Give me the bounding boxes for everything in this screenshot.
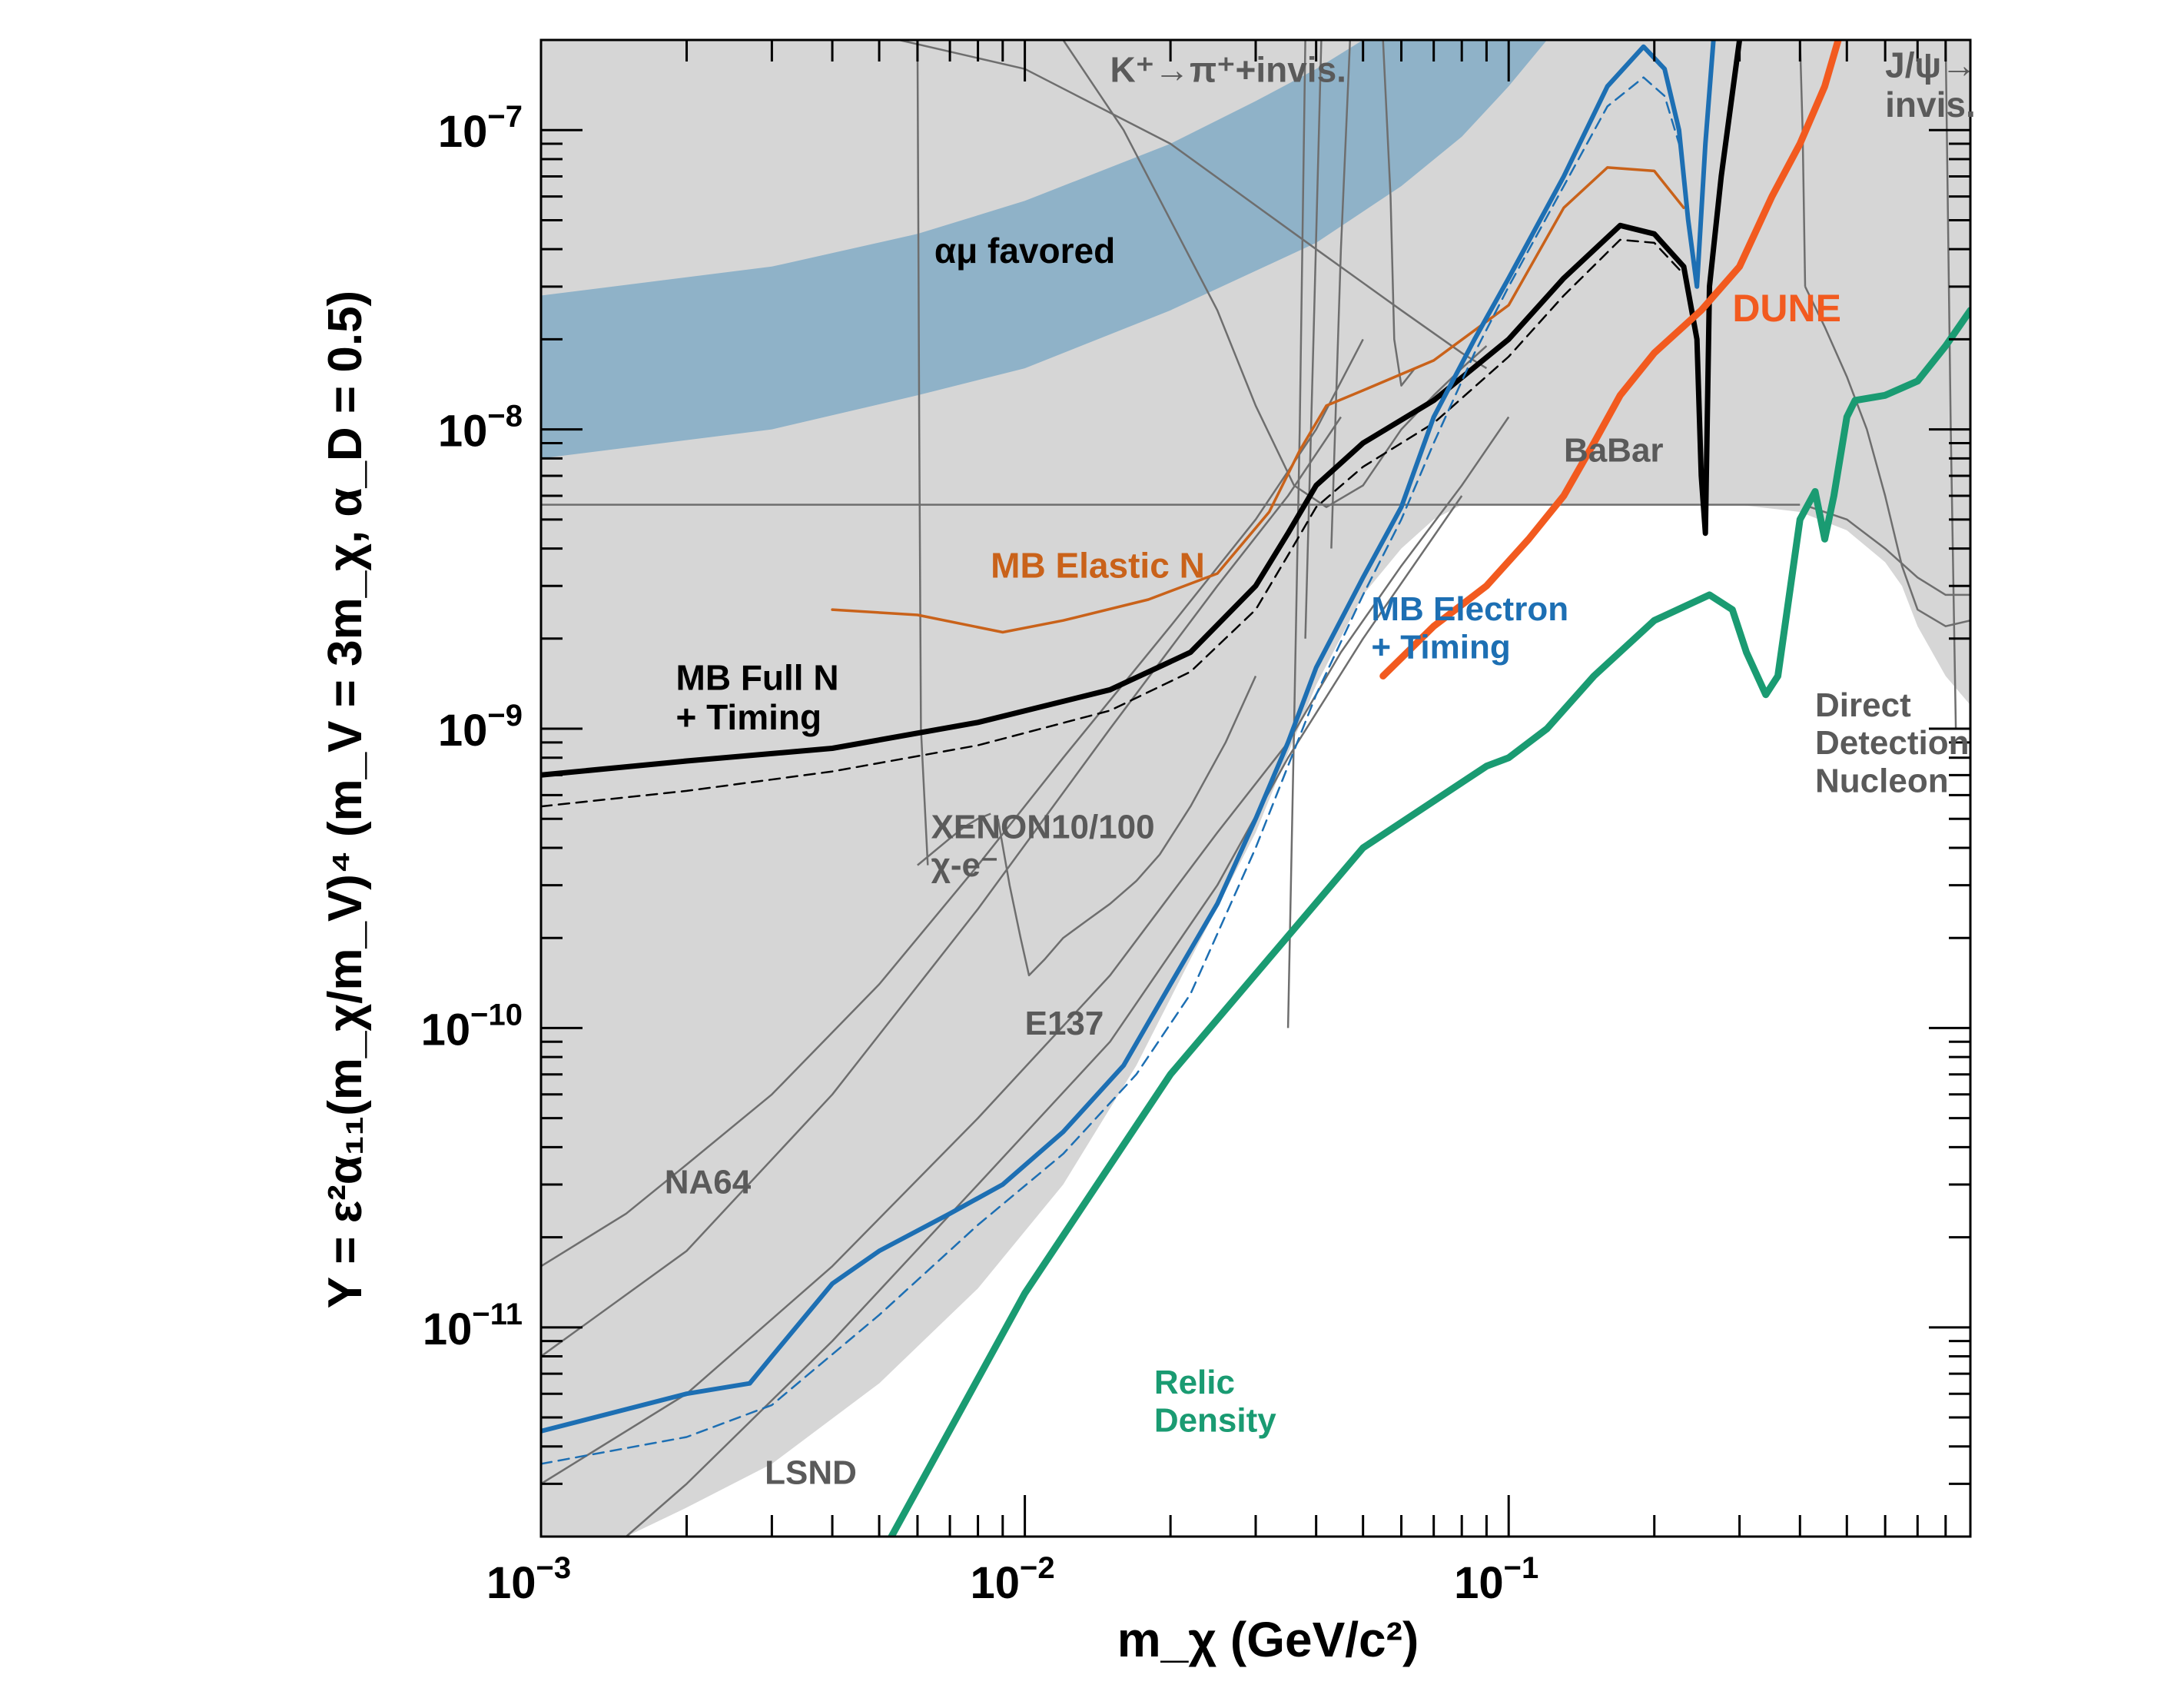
tick-label: 10−8 xyxy=(438,400,523,457)
annotation-ddn: Direct Detection Nucleon xyxy=(1815,686,1969,800)
constraint-line-9 xyxy=(917,812,991,866)
annotation-amu: αμ favored xyxy=(934,231,1115,271)
series-dune xyxy=(1379,40,1842,680)
annotation-line: + Timing xyxy=(1371,628,1510,666)
tick-label: 10−2 xyxy=(971,1551,1055,1608)
constraint-line-4 xyxy=(626,495,1463,1537)
annotation-line: χ-e⁻ xyxy=(931,846,999,884)
constraint-line-3 xyxy=(541,416,1510,1485)
annotation-line: MB Full N xyxy=(676,657,839,697)
annotation-mb_electron_lbl: MB Electron + Timing xyxy=(1371,590,1568,666)
series-mb_full xyxy=(541,40,1743,778)
annotation-dune_lbl: DUNE xyxy=(1732,287,1841,330)
tick-label-exponent: −11 xyxy=(472,1298,523,1331)
tick-label-base: 10 xyxy=(423,1304,473,1354)
tick-label-base: 10 xyxy=(438,107,488,157)
tick-label: 10−9 xyxy=(438,699,523,756)
annotation-line: DUNE xyxy=(1732,287,1841,330)
annotation-line: NA64 xyxy=(665,1164,752,1201)
y-axis-title: Y = ε²α₁₁(m_χ/m_V)⁴ (m_V = 3m_χ, α_D = 0… xyxy=(319,291,372,1308)
series-mb_full_dashed xyxy=(541,238,1685,808)
annotation-line: Detection xyxy=(1815,724,1969,762)
constraint-line-12 xyxy=(1330,40,1352,549)
tick-label-exponent: −2 xyxy=(1020,1551,1055,1585)
annotation-xenon: XENON10/100 χ-e⁻ xyxy=(931,809,1155,884)
annotation-line: K⁺→π⁺+invis. xyxy=(1110,49,1346,89)
annotation-line: E137 xyxy=(1025,1005,1104,1042)
tick-label-exponent: −9 xyxy=(487,699,523,733)
tick-label-base: 10 xyxy=(438,407,488,457)
x-axis-title: m_χ (GeV/c²) xyxy=(1117,1612,1419,1667)
series-mb_electron_dashed xyxy=(541,76,1681,1465)
annotation-mb_full_lbl: MB Full N + Timing xyxy=(676,657,839,737)
annotation-line: + Timing xyxy=(676,697,822,737)
annotation-mb_elastic_lbl: MB Elastic N xyxy=(991,545,1205,585)
tick-label-exponent: −8 xyxy=(487,400,523,434)
constraint-line-13 xyxy=(1382,40,1416,387)
annotation-line: Direct xyxy=(1815,686,1911,724)
tick-label: 10−7 xyxy=(438,100,523,157)
constraint-line-8 xyxy=(997,675,1257,977)
tick-label-base: 10 xyxy=(438,706,488,756)
constraint-line-2 xyxy=(541,416,1342,1357)
tick-label-base: 10 xyxy=(486,1558,536,1608)
annotation-jpsi: J/ψ→ invis. xyxy=(1885,45,1977,125)
annotation-line: Nucleon xyxy=(1815,762,1949,799)
series-relic xyxy=(888,307,1970,1537)
tick-label-base: 10 xyxy=(1454,1558,1504,1608)
constraint-line-10 xyxy=(1286,40,1306,1028)
tick-label-exponent: −1 xyxy=(1504,1551,1539,1585)
tick-label: 10−1 xyxy=(1454,1551,1538,1608)
tick-label: 10−10 xyxy=(421,998,523,1055)
series-mb_electron xyxy=(541,40,1716,1434)
annotation-babar: BaBar xyxy=(1564,432,1664,470)
annotation-line: LSND xyxy=(765,1454,857,1491)
annotation-na64: NA64 xyxy=(665,1164,752,1201)
tick-label: 10−11 xyxy=(423,1298,523,1354)
constraint-line-15 xyxy=(1804,286,1970,627)
tick-label-exponent: −10 xyxy=(470,998,523,1032)
annotation-kpi: K⁺→π⁺+invis. xyxy=(1110,49,1346,89)
constraint-line-16 xyxy=(1810,506,1970,596)
annotation-line: BaBar xyxy=(1564,432,1664,470)
plot-area xyxy=(541,40,1970,1537)
tick-label-base: 10 xyxy=(421,1005,471,1055)
annotation-relic_lbl: Relic Density xyxy=(1154,1364,1276,1439)
annotation-line: XENON10/100 xyxy=(931,809,1155,846)
annotation-line: Density xyxy=(1154,1401,1276,1439)
annotation-e137: E137 xyxy=(1025,1005,1104,1042)
annotation-line: MB Electron xyxy=(1371,590,1568,628)
annotation-line: invis. xyxy=(1885,85,1976,125)
annotation-line: MB Elastic N xyxy=(991,545,1205,585)
constraint-line-1 xyxy=(541,338,1364,1268)
annotation-line: J/ψ→ xyxy=(1885,45,1977,85)
axis-ticks xyxy=(539,38,1972,1538)
tick-label-base: 10 xyxy=(971,1558,1021,1608)
constraint-line-7 xyxy=(916,40,929,866)
annotation-line: Relic xyxy=(1154,1364,1235,1401)
tick-label: 10−3 xyxy=(486,1551,571,1608)
tick-label-exponent: −3 xyxy=(536,1551,571,1585)
annotation-line: αμ favored xyxy=(934,231,1115,271)
annotations: K⁺→π⁺+invis. J/ψ→ invis. αμ favored BaBar XEN… xyxy=(665,45,1977,1492)
series-mb_elastic xyxy=(831,166,1685,634)
amu-favored-band xyxy=(541,40,1548,459)
constraint-line-11 xyxy=(1304,40,1323,639)
tick-label-exponent: −7 xyxy=(487,100,523,134)
annotation-lsnd: LSND xyxy=(765,1454,857,1491)
